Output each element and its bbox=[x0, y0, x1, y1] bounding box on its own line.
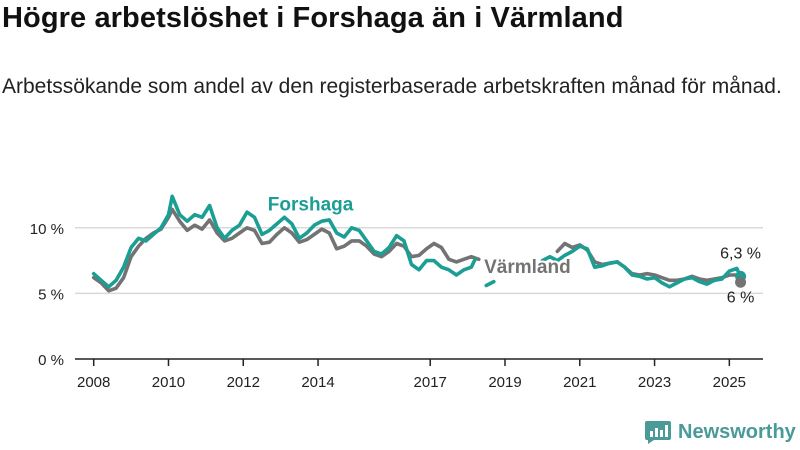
grid-layer bbox=[75, 227, 763, 295]
x-tick-label: 2012 bbox=[227, 374, 260, 391]
x-tick-label: 2008 bbox=[77, 374, 110, 391]
series-annotation: Forshaga bbox=[268, 195, 354, 216]
newsworthy-logo: Newsworthy bbox=[644, 419, 796, 445]
x-tick-label: 2017 bbox=[414, 374, 447, 391]
end-point-värmland bbox=[735, 276, 747, 288]
y-tick-label: 5 % bbox=[38, 286, 64, 303]
end-value-label: 6 % bbox=[727, 289, 755, 306]
newsworthy-logo-icon bbox=[645, 421, 671, 444]
page-subtitle: Arbetssökande som andel av den registerb… bbox=[2, 75, 782, 98]
y-tick-label: 10 % bbox=[30, 221, 64, 238]
series-line-värmland bbox=[91, 207, 481, 293]
page-title: Högre arbetslöshet i Forshaga än i Värml… bbox=[2, 2, 624, 34]
brand-name: Newsworthy bbox=[678, 420, 796, 443]
label-layer: 6,3 % 6 % Forshaga Värmland bbox=[266, 193, 761, 307]
series-line-forshaga bbox=[484, 279, 496, 288]
end-value-label: 6,3 % bbox=[720, 245, 761, 262]
series-line-forshaga bbox=[540, 244, 743, 289]
x-tick-label: 2010 bbox=[152, 374, 185, 391]
series-line-forshaga bbox=[91, 194, 477, 289]
x-tick-label: 2014 bbox=[301, 374, 334, 391]
axis-layer: 0 % 5 % 10 % 2008 2010 2012 2014 2017 2019 2021 20… bbox=[30, 221, 763, 391]
line-chart: 0 % 5 % 10 % 2008 2010 2012 2014 2017 2019 2021 20… bbox=[30, 193, 763, 391]
y-tick-label: 0 % bbox=[38, 352, 64, 369]
x-tick-label: 2021 bbox=[563, 374, 596, 391]
series-layer bbox=[91, 194, 747, 293]
x-tick-label: 2023 bbox=[638, 374, 671, 391]
x-tick-label: 2025 bbox=[713, 374, 746, 391]
series-annotation: Värmland bbox=[484, 257, 571, 278]
x-tick-label: 2019 bbox=[488, 374, 521, 391]
